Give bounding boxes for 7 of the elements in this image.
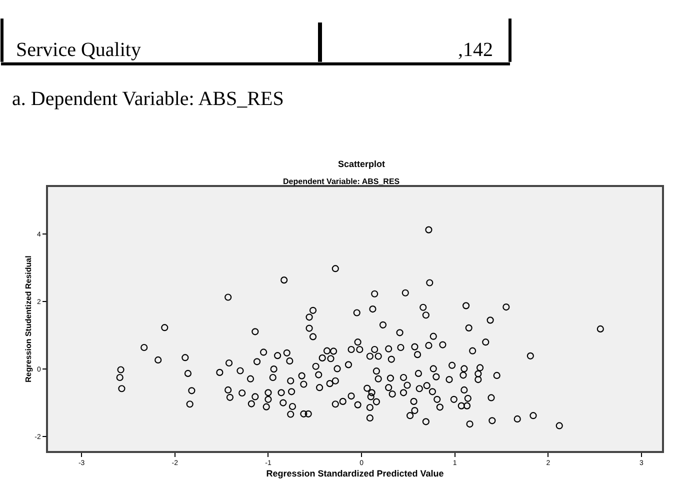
x-axis-title: Regression Standardized Predicted Value xyxy=(266,468,444,478)
chart-subtitle: Dependent Variable: ABS_RES xyxy=(283,177,400,186)
text: Service Quality xyxy=(16,39,141,61)
y-axis-title: Regression Studentized Residual xyxy=(24,256,33,382)
chart-title: Scatterplot xyxy=(338,159,386,169)
text: a. Dependent Variable: ABS_RES xyxy=(12,88,284,110)
text: ,142 xyxy=(458,39,493,61)
